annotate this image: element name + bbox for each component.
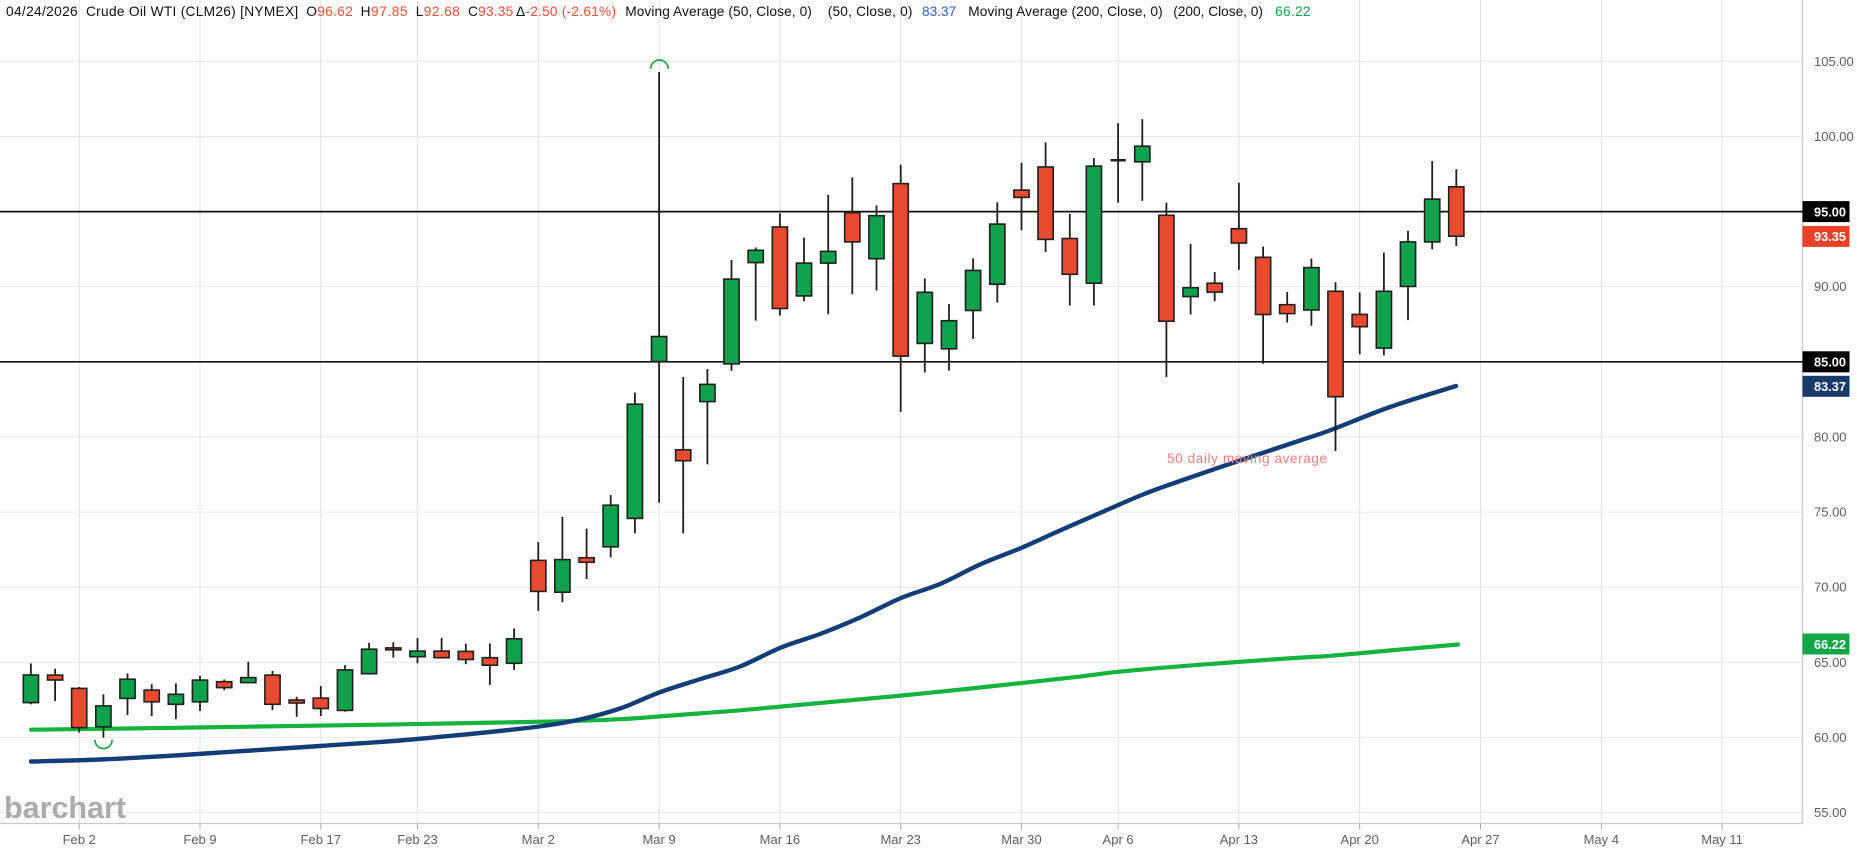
svg-text:100.00: 100.00 [1814,129,1854,144]
svg-text:80.00: 80.00 [1814,429,1847,444]
svg-text:Mar 9: Mar 9 [642,832,675,847]
svg-text:May 11: May 11 [1701,832,1743,847]
svg-text:Feb 2: Feb 2 [63,832,96,847]
svg-text:Apr 20: Apr 20 [1341,832,1379,847]
svg-text:50 daily moving average: 50 daily moving average [1167,451,1328,466]
svg-text:60.00: 60.00 [1814,730,1847,745]
svg-text:90.00: 90.00 [1814,279,1847,294]
svg-text:95.00: 95.00 [1814,204,1846,219]
svg-text:66.22: 66.22 [1814,637,1846,652]
svg-text:May 4: May 4 [1584,832,1619,847]
svg-text:Feb 23: Feb 23 [397,832,437,847]
svg-text:Mar 30: Mar 30 [1001,832,1041,847]
svg-text:Apr 13: Apr 13 [1220,832,1258,847]
svg-text:70.00: 70.00 [1814,580,1847,595]
svg-text:Apr 27: Apr 27 [1461,832,1499,847]
svg-text:Mar 2: Mar 2 [522,832,555,847]
svg-text:75.00: 75.00 [1814,505,1847,520]
svg-text:83.37: 83.37 [1814,379,1846,394]
svg-text:85.00: 85.00 [1814,355,1846,370]
svg-text:Mar 23: Mar 23 [880,832,920,847]
svg-text:barchart: barchart [4,791,126,825]
svg-text:Feb 9: Feb 9 [183,832,216,847]
svg-text:Mar 16: Mar 16 [760,832,800,847]
svg-text:93.35: 93.35 [1814,229,1846,244]
svg-text:55.00: 55.00 [1814,805,1847,820]
svg-text:Apr 6: Apr 6 [1103,832,1134,847]
svg-text:65.00: 65.00 [1814,655,1847,670]
svg-text:Feb 17: Feb 17 [301,832,341,847]
svg-text:105.00: 105.00 [1814,54,1854,69]
